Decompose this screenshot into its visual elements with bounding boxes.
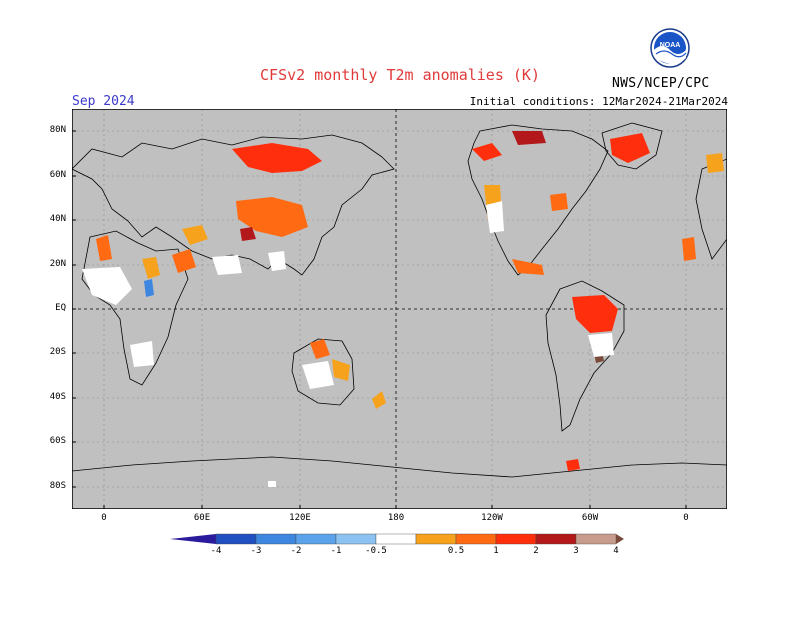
- neutral-brazil: [588, 333, 614, 357]
- patch-central-asia-dark: [240, 227, 256, 241]
- patch-siberia: [232, 143, 322, 173]
- latitude-label: 40S: [49, 392, 66, 402]
- agency-label: NWS/NCEP/CPC: [612, 76, 710, 91]
- longitude-label: 180: [387, 513, 405, 523]
- patch-europe-west: [682, 237, 696, 261]
- coast-europe-west: [695, 158, 727, 260]
- patch-central-asia: [236, 197, 308, 237]
- colorbar-label: 3: [573, 546, 579, 556]
- patch-africa-west: [96, 235, 112, 261]
- colorbar-segment: [535, 533, 577, 545]
- colorbar-label: -0.5: [365, 546, 387, 556]
- patch-south-america: [572, 295, 618, 333]
- colorbar-label: -3: [250, 546, 262, 556]
- colorbar-segment: [335, 533, 377, 545]
- colorbar-min-arrow: [170, 534, 216, 544]
- neutral-india: [268, 251, 286, 271]
- colorbar-segment: [375, 533, 417, 545]
- colorbar-label: -4: [210, 546, 222, 556]
- patch-scand: [706, 153, 724, 173]
- logo-text: NOAA: [660, 42, 681, 49]
- initial-conditions: Initial conditions: 12Mar2024-21Mar2024: [469, 95, 728, 108]
- patch-nz: [372, 391, 386, 409]
- coastlines: [72, 122, 727, 478]
- colorbar-label: 0.5: [447, 546, 465, 556]
- longitude-label: 120W: [481, 513, 503, 523]
- longitude-label: 0: [683, 513, 689, 523]
- latitude-label: 40N: [49, 214, 66, 224]
- neutral-patches: [82, 201, 614, 487]
- patch-greenland: [610, 133, 650, 163]
- neutral-sahara: [82, 267, 132, 305]
- neutral-africa-south: [130, 341, 154, 367]
- colorbar-label: 4: [613, 546, 619, 556]
- neutral-canada-west: [486, 201, 504, 233]
- latitude-label: 20N: [49, 259, 66, 269]
- patch-europe: [182, 225, 208, 245]
- neutral-arabia: [212, 255, 242, 275]
- patch-alaska: [472, 143, 502, 161]
- colorbar-label: -2: [290, 546, 302, 556]
- latitude-label: 80N: [49, 125, 66, 135]
- colorbar-segment: [295, 533, 337, 545]
- latitude-label: 60S: [49, 436, 66, 446]
- forecast-period: Sep 2024: [72, 94, 135, 109]
- patch-australia: [310, 339, 330, 359]
- coast-africa: [81, 230, 189, 386]
- anomaly-map: [72, 109, 727, 509]
- neutral-antarctica-spot: [268, 481, 276, 487]
- latitude-label: 60N: [49, 170, 66, 180]
- colorbar-segment: [255, 533, 297, 545]
- latitude-label: 20S: [49, 347, 66, 357]
- longitude-label: 120E: [289, 513, 311, 523]
- colorbar-segment: [455, 533, 497, 545]
- longitude-label: 0: [101, 513, 107, 523]
- colorbar-segment: [575, 533, 617, 545]
- colorbar-segment: [215, 533, 257, 545]
- coast-antarctica: [72, 456, 727, 478]
- anomaly-patches: [96, 131, 724, 471]
- coast-eurasia: [72, 134, 395, 276]
- patch-canada: [512, 131, 546, 145]
- colorbar-max-arrow: [616, 534, 624, 544]
- patch-australia-south: [332, 359, 350, 381]
- longitude-label: 60W: [581, 513, 599, 523]
- patch-us-east: [550, 193, 568, 211]
- colorbar-label: 1: [493, 546, 499, 556]
- colorbar-segment: [415, 533, 457, 545]
- longitude-label: 60E: [193, 513, 211, 523]
- axis-ticks: [72, 130, 687, 509]
- patch-africa-east: [142, 257, 160, 279]
- coast-australia: [291, 338, 355, 406]
- map-title: CFSv2 monthly T2m anomalies (K): [260, 66, 540, 84]
- noaa-logo: NOAA: [650, 28, 690, 68]
- colorbar: [170, 533, 624, 545]
- coast-south-america: [545, 280, 625, 432]
- coast-greenland: [601, 122, 663, 170]
- patch-antarctic-peninsula: [566, 459, 580, 471]
- latitude-label: EQ: [55, 303, 66, 313]
- patch-mideast: [172, 249, 196, 273]
- patch-mexico: [512, 259, 544, 275]
- colorbar-segment: [495, 533, 537, 545]
- neutral-australia: [302, 361, 334, 389]
- colorbar-label: 2: [533, 546, 539, 556]
- latitude-label: 80S: [49, 481, 66, 491]
- coast-north-america: [467, 124, 609, 276]
- patch-cold-africa: [144, 279, 154, 297]
- colorbar-label: -1: [330, 546, 342, 556]
